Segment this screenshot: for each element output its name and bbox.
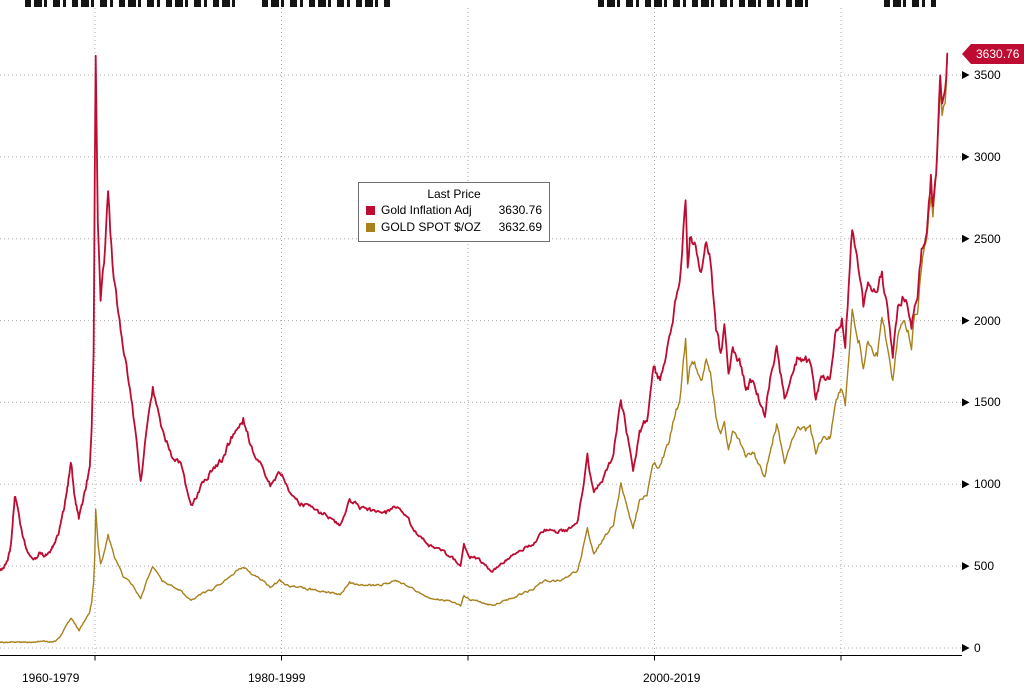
y-axis-label: 0	[974, 641, 981, 655]
y-axis-label: 3500	[974, 68, 1001, 82]
y-axis-ticks	[962, 71, 970, 652]
legend-series-value: 3632.69	[498, 220, 542, 234]
series-line-gold-spot	[0, 52, 948, 644]
legend-title: Last Price	[427, 187, 481, 201]
y-axis-label: 2000	[974, 313, 1001, 328]
series-swatch-gold-inflation-adj	[366, 206, 375, 215]
cropped-header-text	[25, 0, 240, 7]
cropped-header-text	[884, 0, 936, 7]
legend-series-name: GOLD SPOT $/OZ	[381, 220, 481, 234]
last-price-badge: 3630.76	[962, 44, 1024, 64]
y-axis-label: 3000	[974, 149, 1001, 164]
legend-series-value: 3630.76	[498, 203, 542, 217]
last-price-value: 3630.76	[976, 47, 1020, 61]
cropped-header-text	[598, 0, 812, 7]
series-swatch-gold-spot	[366, 223, 375, 232]
y-axis-label: 2500	[974, 231, 1001, 246]
legend-item-gold-inflation-adj: Gold Inflation Adj 3630.76	[366, 202, 542, 219]
x-axis-baseline	[0, 655, 962, 661]
y-axis-label: 1000	[974, 477, 1001, 492]
legend-series-name: Gold Inflation Adj	[381, 203, 472, 217]
legend-item-gold-spot: GOLD SPOT $/OZ 3632.69	[366, 219, 542, 236]
series-line-gold-inflation-adj	[0, 52, 949, 573]
chart-legend: Last Price Gold Inflation Adj 3630.76 GO…	[358, 182, 550, 242]
cropped-header-text	[262, 0, 390, 7]
x-axis-period-label: 1980-1999	[248, 671, 306, 685]
grid-lines	[0, 8, 962, 656]
x-axis-period-label: 1960-1979	[22, 671, 80, 685]
y-axis-label: 1500	[974, 395, 1001, 410]
y-axis-label: 500	[974, 559, 995, 574]
x-axis-period-label: 2000-2019	[643, 671, 701, 685]
